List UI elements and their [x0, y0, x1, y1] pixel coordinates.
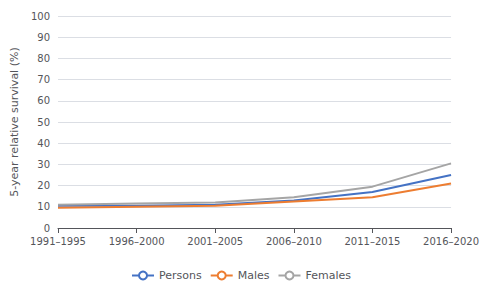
svg-text:30: 30: [37, 159, 50, 170]
svg-text:Females: Females: [305, 269, 351, 282]
svg-text:50: 50: [37, 117, 50, 128]
svg-text:2011–2015: 2011–2015: [344, 236, 400, 247]
svg-text:5-year relative survival (%): 5-year relative survival (%): [8, 47, 21, 196]
svg-text:1996–2000: 1996–2000: [109, 236, 165, 247]
svg-text:20: 20: [37, 180, 50, 191]
svg-text:2006–2010: 2006–2010: [266, 236, 322, 247]
svg-text:Persons: Persons: [159, 269, 202, 282]
svg-text:0: 0: [44, 223, 50, 234]
svg-text:2001–2005: 2001–2005: [187, 236, 243, 247]
svg-text:2016–2020: 2016–2020: [423, 236, 479, 247]
svg-text:1991–1995: 1991–1995: [30, 236, 86, 247]
svg-text:100: 100: [31, 11, 50, 22]
svg-text:40: 40: [37, 138, 50, 149]
svg-text:80: 80: [37, 53, 50, 64]
svg-text:10: 10: [37, 201, 50, 212]
svg-text:60: 60: [37, 95, 50, 106]
svg-text:90: 90: [37, 32, 50, 43]
svg-text:Males: Males: [238, 269, 270, 282]
svg-text:70: 70: [37, 74, 50, 85]
